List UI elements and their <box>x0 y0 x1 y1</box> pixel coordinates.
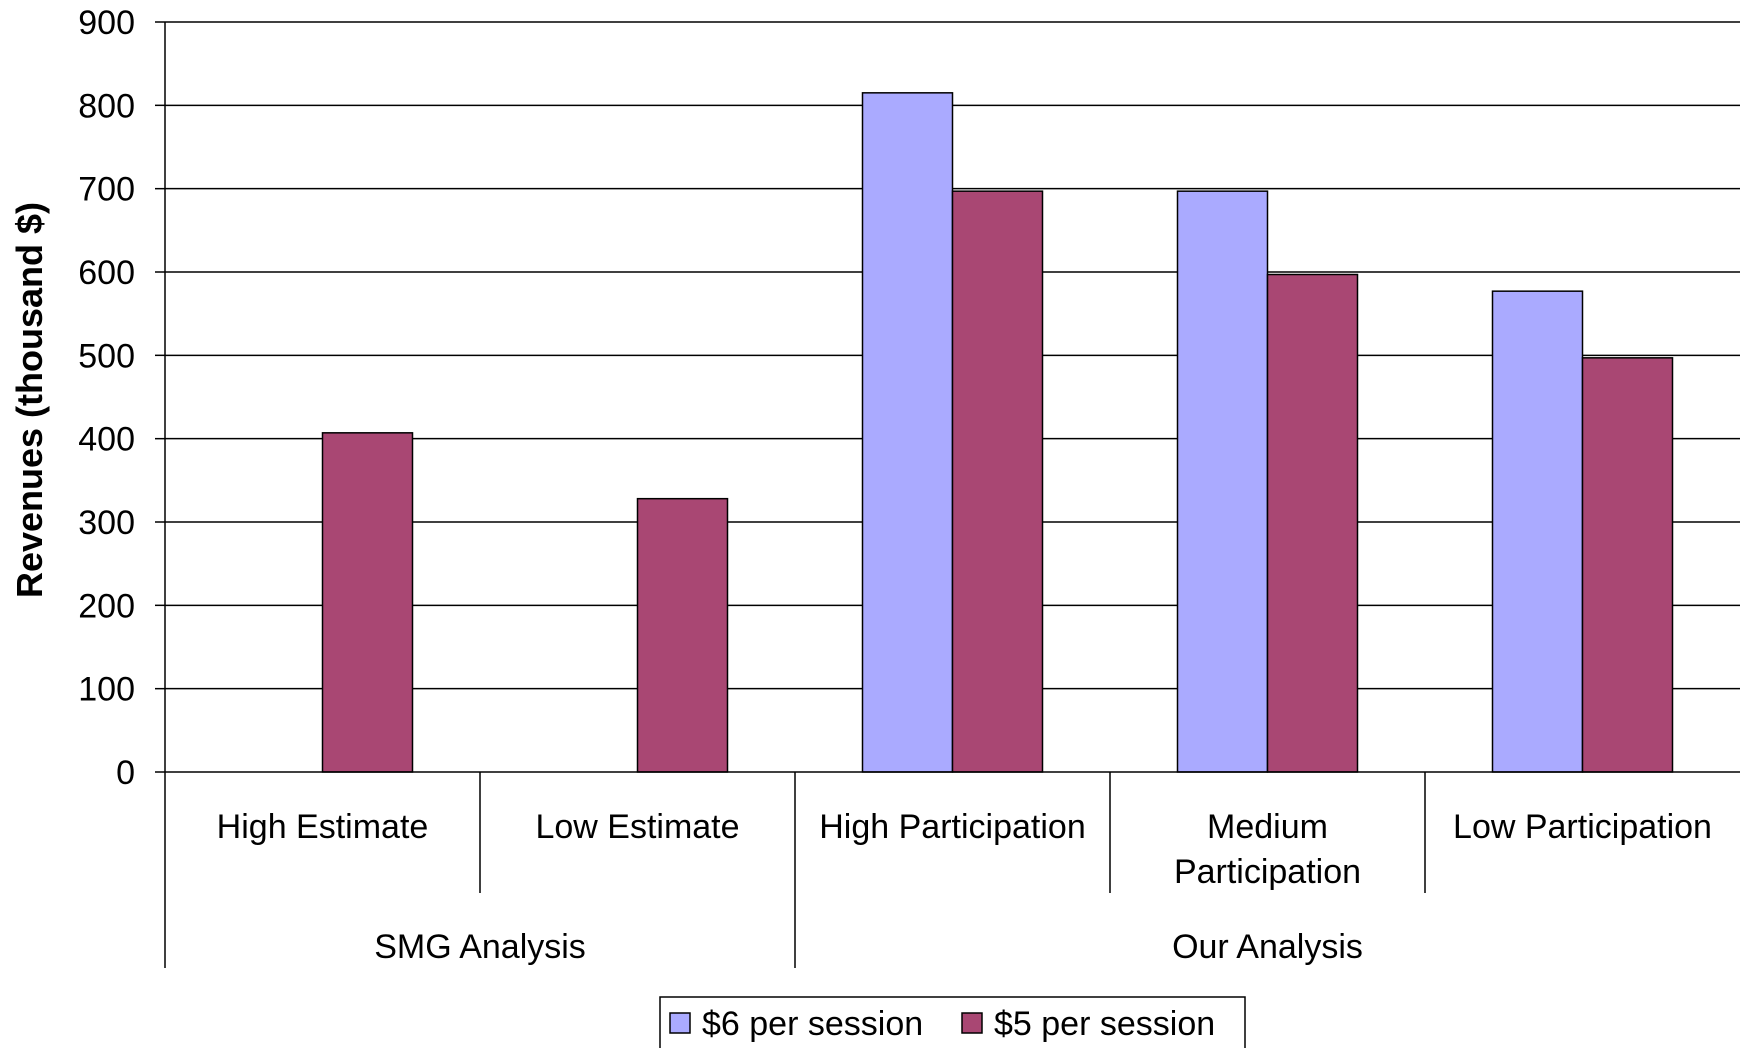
category-label: Low Estimate <box>535 808 739 846</box>
axes <box>155 21 1740 968</box>
category-label: Medium <box>1207 808 1328 846</box>
y-tick-label: 800 <box>78 87 135 125</box>
group-labels: SMG Analysis Our Analysis <box>374 928 1363 966</box>
y-tick-label: 300 <box>78 504 135 542</box>
group-label: SMG Analysis <box>374 928 586 966</box>
y-tick-labels: 0 100 200 300 400 500 600 700 800 900 <box>78 4 135 792</box>
legend-swatch <box>961 1012 983 1034</box>
category-label: High Participation <box>819 808 1085 846</box>
y-tick-label: 200 <box>78 587 135 625</box>
category-label: Low Participation <box>1453 808 1712 846</box>
bar-six-dollar <box>861 92 954 773</box>
category-label: High Estimate <box>217 808 429 846</box>
legend-box <box>659 996 1246 1048</box>
y-tick-label: 100 <box>78 671 135 709</box>
y-tick-label: 900 <box>78 4 135 42</box>
bar-five-dollar <box>636 497 729 773</box>
category-labels: High Estimate Low Estimate High Participat… <box>217 808 1712 891</box>
y-tick-label: 0 <box>116 754 135 792</box>
legend-swatch <box>669 1012 691 1034</box>
category-label: Participation <box>1174 853 1361 891</box>
bar-six-dollar <box>1491 290 1584 773</box>
group-label: Our Analysis <box>1172 928 1363 966</box>
y-tick-label: 500 <box>78 337 135 375</box>
y-tick-label: 400 <box>78 421 135 459</box>
y-axis-label: Revenues (thousand $) <box>9 202 50 598</box>
legend-label: $6 per session <box>702 1005 923 1043</box>
bar-six-dollar <box>1176 190 1269 773</box>
legend: $6 per session $5 per session <box>659 996 1246 1048</box>
bar-five-dollar <box>951 190 1044 773</box>
y-tick-label: 700 <box>78 171 135 209</box>
bars <box>321 92 1674 773</box>
bar-five-dollar <box>1581 357 1674 773</box>
legend-label: $5 per session <box>994 1005 1215 1043</box>
bar-five-dollar <box>1266 273 1359 773</box>
bar-five-dollar <box>321 432 414 773</box>
y-tick-label: 600 <box>78 254 135 292</box>
